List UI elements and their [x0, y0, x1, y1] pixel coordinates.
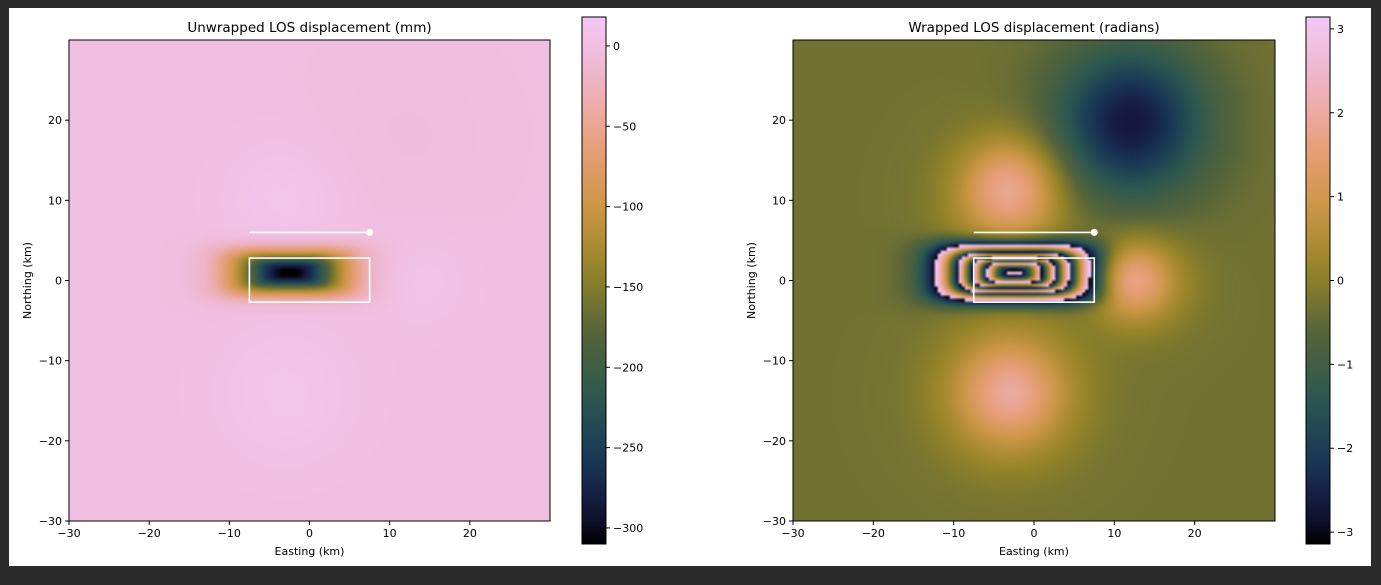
y-tick-label: −30	[39, 515, 62, 528]
colorbar-tick-label: −3	[1337, 526, 1353, 539]
y-axis-label: Northing (km)	[745, 242, 758, 319]
x-axis-label: Easting (km)	[275, 545, 345, 558]
x-tick-label: −20	[138, 527, 161, 540]
heatmap-image	[69, 40, 550, 521]
heatmap-image	[793, 40, 1275, 521]
colorbar-tick-label: −250	[613, 442, 643, 455]
x-tick-label: 10	[383, 527, 397, 540]
x-tick-label: 10	[1107, 527, 1121, 540]
fault-trace-marker	[1090, 228, 1098, 236]
y-tick-label: −20	[763, 435, 786, 448]
fault-trace-marker	[366, 228, 374, 236]
figure: −30 −20 −10 0 10 20 −30 −20 −10 0 10 20 Unwrapped LO…	[9, 8, 1371, 566]
x-tick-label: 0	[1031, 527, 1038, 540]
colorbar-tick-label: −2	[1337, 442, 1353, 455]
x-tick-label: −30	[781, 527, 804, 540]
fault-rectangle	[248, 257, 371, 303]
colorbar-tick-label: −200	[613, 361, 643, 374]
chart-title: Unwrapped LOS displacement (mm)	[187, 20, 431, 36]
chart-title: Wrapped LOS displacement (radians)	[908, 20, 1159, 36]
y-tick-label: −10	[763, 355, 786, 368]
colorbar-tick-label: 0	[613, 40, 620, 53]
y-axis-label: Northing (km)	[21, 242, 34, 319]
x-tick-label: −10	[942, 527, 965, 540]
y-tick-label: 10	[772, 194, 786, 207]
x-tick-label: 20	[1188, 527, 1202, 540]
y-tick-label: 0	[55, 275, 62, 288]
colorbar-tick-label: 0	[1337, 275, 1344, 288]
colorbar-tick-label: 2	[1337, 107, 1344, 120]
y-tick-label: 20	[772, 114, 786, 127]
colorbar-tick-label: −300	[613, 522, 643, 535]
y-tick-label: 0	[779, 275, 786, 288]
colorbar-tick-label: −1	[1337, 358, 1353, 371]
x-axis-label: Easting (km)	[999, 545, 1069, 558]
y-tick-label: −20	[39, 435, 62, 448]
x-tick-label: −10	[218, 527, 241, 540]
colorbar-tick-label: −50	[613, 120, 636, 133]
colorbar	[581, 16, 607, 545]
y-tick-label: 20	[48, 114, 62, 127]
x-tick-label: −20	[862, 527, 885, 540]
x-tick-label: 0	[306, 527, 313, 540]
fault-rectangle	[972, 257, 1096, 303]
colorbar-tick-label: −100	[613, 201, 643, 214]
colorbar-tick-label: −150	[613, 281, 643, 294]
colorbar-tick-label: 1	[1337, 191, 1344, 204]
colorbar	[1305, 16, 1331, 545]
x-tick-label: 20	[463, 527, 477, 540]
colorbar-tick-label: 3	[1337, 23, 1344, 36]
y-tick-label: −30	[763, 515, 786, 528]
x-tick-label: −30	[57, 527, 80, 540]
y-tick-label: 10	[48, 194, 62, 207]
y-tick-label: −10	[39, 355, 62, 368]
